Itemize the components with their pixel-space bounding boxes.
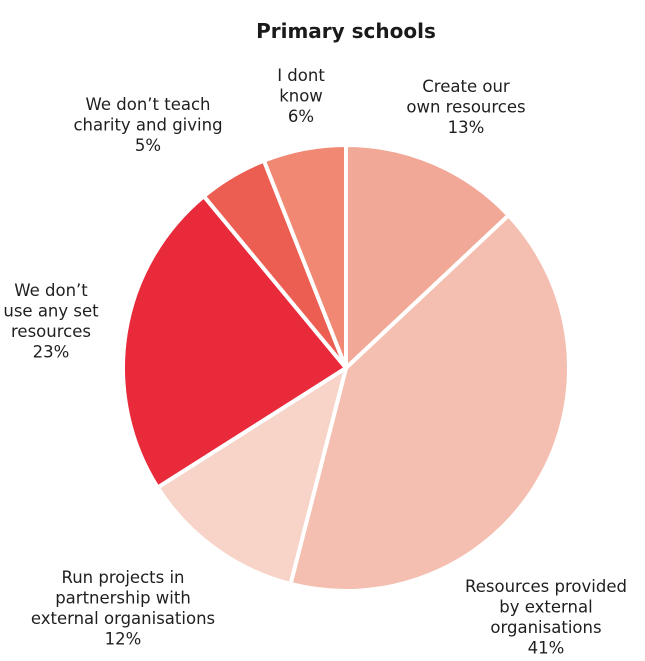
slice-category-label: own resources — [406, 98, 525, 117]
slice-value-label: 6% — [288, 107, 314, 126]
slice-category-label: know — [279, 87, 323, 106]
slice-category-label: We don’t teach — [86, 95, 211, 114]
slice-category-label: We don’t — [14, 281, 88, 300]
pie-slice-1 — [288, 213, 571, 593]
slice-category-label: by external — [499, 598, 592, 617]
slice-category-label: I dont — [277, 66, 325, 85]
slice-value-label: 12% — [105, 630, 142, 649]
slice-category-label: organisations — [490, 618, 601, 637]
slice-value-label: 5% — [135, 136, 161, 155]
slice-category-label: resources — [11, 322, 91, 341]
slice-category-label: Resources provided — [465, 577, 627, 596]
chart-title: Primary schools — [256, 19, 436, 43]
slice-value-label: 13% — [448, 118, 485, 137]
slice-category-label: use any set — [3, 302, 99, 321]
pie-slice-0 — [344, 143, 511, 370]
slice-value-label: 23% — [33, 343, 70, 362]
pie-slice-5 — [261, 143, 348, 370]
pie-slice-3 — [121, 194, 348, 490]
slice-label-2: Run projects in partnership withexternal … — [31, 568, 215, 649]
pie-slice-2 — [155, 366, 348, 586]
slice-category-label: Create our — [422, 77, 510, 96]
slice-category-label: charity and giving — [73, 116, 222, 135]
slice-value-label: 41% — [528, 639, 565, 658]
pie-slices — [121, 143, 571, 593]
slice-category-label: Run projects in — [61, 568, 184, 587]
slice-label-1: Resources provided by externalorganisatio… — [465, 577, 627, 658]
slice-category-label: partnership with — [55, 589, 191, 608]
slice-category-label: external organisations — [31, 609, 215, 628]
